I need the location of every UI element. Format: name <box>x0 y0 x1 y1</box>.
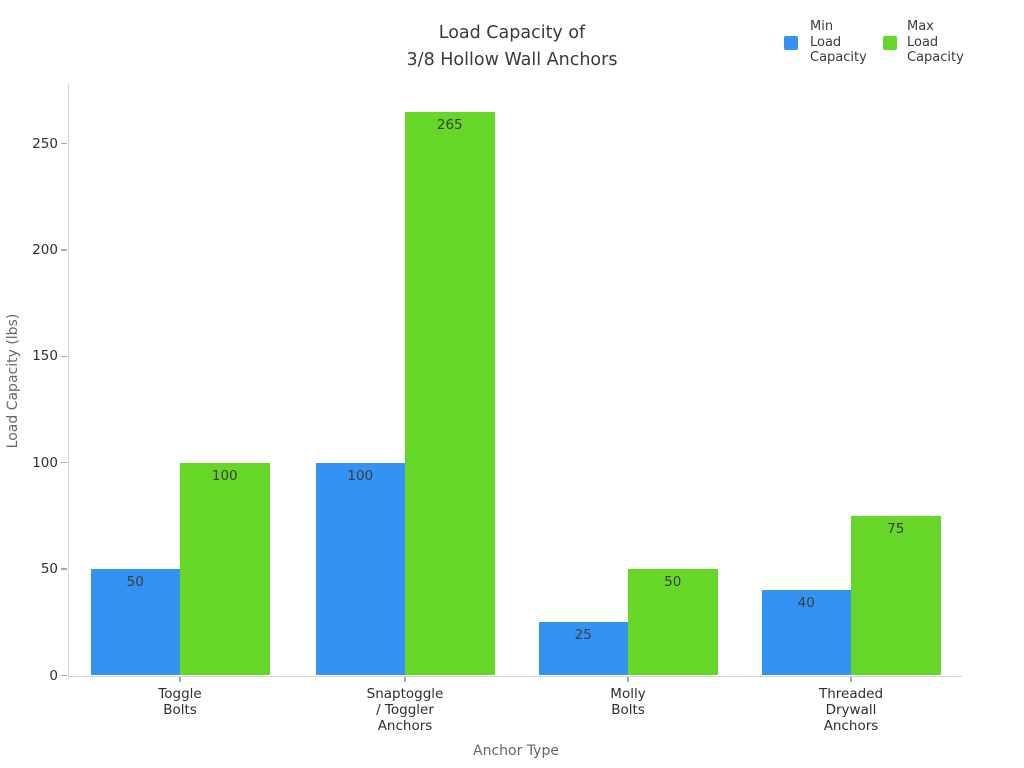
y-tick-mark <box>61 461 67 464</box>
chart-title: Load Capacity of 3/8 Hollow Wall Anchors <box>0 20 1024 74</box>
x-category-label-line: / Toggler <box>376 702 434 719</box>
bar-value-label: 100 <box>347 467 374 484</box>
legend-label-line: Capacity <box>810 50 867 65</box>
bar-max-load: 75 <box>851 515 941 676</box>
y-axis-title: Load Capacity (lbs) <box>5 313 21 449</box>
y-tick-label: 100 <box>32 454 58 471</box>
x-tick-mark <box>627 676 629 682</box>
bar-max-load: 265 <box>405 111 495 676</box>
x-category-label-line: Threaded <box>818 686 884 702</box>
x-tick-mark <box>850 676 852 682</box>
x-tick-mark <box>179 676 181 682</box>
legend-swatch-min <box>784 36 798 50</box>
y-tick-mark <box>61 674 67 677</box>
y-tick-label: 250 <box>32 135 58 152</box>
y-tick-label: 50 <box>40 561 58 578</box>
bar-value-label: 265 <box>436 116 463 133</box>
x-axis-title: Anchor Type <box>473 743 559 759</box>
legend-label-line: Capacity <box>907 50 964 65</box>
x-category-label-line: Bolts <box>611 702 645 719</box>
bar-min-load: 40 <box>761 590 851 676</box>
bar-max-load: 100 <box>180 462 270 676</box>
bar-value-label: 50 <box>126 574 144 591</box>
x-axis-line <box>67 675 962 677</box>
x-category-label-line: Toggle <box>158 686 202 702</box>
chart-title-line1: Load Capacity of <box>438 23 586 43</box>
bar-value-label: 75 <box>887 520 905 537</box>
chart-title-line2: 3/8 Hollow Wall Anchors <box>406 50 618 70</box>
legend-label-line: Min <box>810 19 834 34</box>
x-category-label-line: Molly <box>610 686 646 702</box>
x-category-label: Snaptoggle / Toggler Anchors <box>315 686 495 735</box>
x-tick-mark <box>404 676 406 682</box>
bar-min-load: 50 <box>90 569 180 676</box>
bar-value-label: 25 <box>574 627 592 644</box>
legend-label-min: Min Load Capacity <box>810 19 867 66</box>
x-category-label: Molly Bolts <box>538 686 718 718</box>
bar-value-label: 100 <box>211 467 238 484</box>
y-tick-mark <box>61 568 67 570</box>
x-category-label-line: Anchors <box>377 718 433 735</box>
bar-min-load: 100 <box>315 462 405 676</box>
bar-min-load: 25 <box>538 622 628 676</box>
legend-swatch-max <box>883 36 897 50</box>
x-category-label-line: Bolts <box>163 702 197 719</box>
x-category-label-line: Anchors <box>823 718 879 735</box>
y-tick-label: 200 <box>32 241 58 258</box>
y-tick-mark <box>61 249 67 251</box>
legend-label-max: Max Load Capacity <box>907 19 964 66</box>
x-category-label: Toggle Bolts <box>90 686 270 718</box>
legend-label-line: Load <box>810 34 842 50</box>
y-tick-mark <box>61 142 67 145</box>
y-tick-label: 150 <box>32 348 58 365</box>
y-tick-label: 0 <box>49 667 58 684</box>
legend-label-line: Max <box>907 19 934 34</box>
legend-label-line: Load <box>907 34 939 50</box>
y-axis-line <box>67 84 69 676</box>
bar-value-label: 50 <box>664 574 682 591</box>
x-category-label: Threaded Drywall Anchors <box>761 686 941 735</box>
x-category-label-line: Drywall <box>825 702 877 719</box>
legend: Min Load Capacity Max Load Capacity <box>0 0 1024 80</box>
bar-value-label: 40 <box>797 595 815 612</box>
x-category-label-line: Snaptoggle <box>366 686 444 702</box>
y-tick-mark <box>61 355 67 358</box>
bar-max-load: 50 <box>628 569 718 676</box>
